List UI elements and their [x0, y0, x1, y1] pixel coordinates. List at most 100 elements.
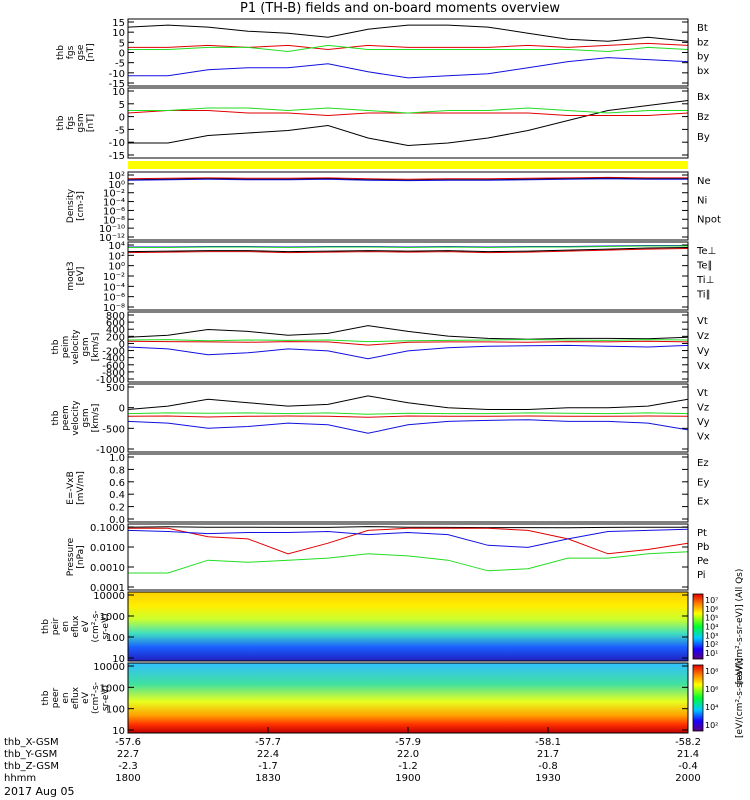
y-tick-label: 10⁻⁸ [103, 303, 125, 314]
y-tick-label: 10⁰ [108, 180, 125, 191]
y-tick-label: 10⁻⁸ [103, 215, 125, 226]
hhmm-label: 1800 [115, 773, 140, 784]
x-gsm-label: -57.9 [395, 737, 421, 748]
y-tick-label: 10000 [93, 591, 125, 602]
colorbar-scale [692, 664, 704, 732]
y-axis-label: peim [61, 336, 71, 359]
series-line-Ne [127, 176, 688, 180]
y-gsm-label: 22.0 [397, 749, 419, 760]
legend-Te∥: Te∥ [696, 261, 713, 272]
legend-Bt: Bt [697, 23, 708, 34]
y-axis-label: [cm-3] [76, 191, 86, 221]
y-axis-label: peer [51, 687, 61, 708]
legend-by: by [697, 52, 709, 63]
y-axis-label: velocity [71, 329, 81, 365]
legend-Pe: Pe [697, 556, 709, 567]
hhmm-label: 1830 [255, 773, 280, 784]
hhmm-label: 2000 [675, 773, 700, 784]
y-axis-label: [km/s] [91, 333, 101, 362]
y-tick-label: 400 [106, 325, 125, 336]
y-tick-label: 10⁻⁶ [103, 206, 125, 217]
y-axis-label: eflux [71, 686, 81, 709]
y-axis-label: thb [56, 115, 66, 130]
y-tick-label: 10⁻⁴ [103, 198, 125, 209]
y-axis-label: E=-VxB [66, 471, 76, 505]
colorbar: 10⁸ 10⁶ 10⁴ 10² [eV/(cm²-s-sr-eV)] [692, 658, 745, 738]
series-line-Vy [127, 412, 689, 415]
legend-Vt: Vt [697, 388, 708, 399]
legend-Vy: Vy [697, 346, 710, 357]
y-axis-label: sr-eV) [101, 613, 111, 639]
y-axis-label: [eV] [76, 267, 86, 286]
panel-peer-spectrogram: 10⁸ 10⁶ 10⁴ 10² [eV/(cm²-s-sr-eV)] 10000 1000 1… [41, 658, 745, 738]
panel-efield: 1.00.8 0.60.4 0.20.0 E=-VxB [mV/m] Ez Ey Ex [66, 453, 709, 526]
y-tick-label: 5 [119, 100, 125, 111]
y-tick-label: 0.0010 [90, 563, 125, 574]
colorbar-tick-label: 10² [705, 721, 718, 730]
series-line-Vy [127, 339, 689, 343]
y-tick-label: 0.2 [109, 503, 125, 514]
y-tick-label: 0.4 [109, 490, 125, 501]
x-gsm-label: -57.6 [115, 737, 141, 748]
y-axis-label: moqt3 [66, 261, 76, 290]
y-tick-label: 10000 [93, 662, 125, 673]
y-tick-label: 0.0 [109, 515, 125, 526]
flag-bar [128, 161, 688, 169]
y-tick-label: 0.6 [109, 478, 125, 489]
legend-Npot: Npot [697, 215, 721, 226]
colorbar-tick-label: 10⁶ [705, 685, 718, 694]
y-tick-label: -1000 [96, 445, 125, 456]
z-gsm-label: -0.8 [538, 761, 558, 772]
panel-frame [127, 311, 689, 383]
series-line-Vt [127, 325, 689, 340]
y-tick-label: 10⁻² [103, 272, 125, 283]
legend-Ti∥: Ti∥ [696, 290, 711, 301]
series-line-Pt [127, 526, 688, 529]
panel-frame [127, 171, 689, 241]
x-gsm-label: -57.7 [255, 737, 281, 748]
y-tick-label: 0 [119, 113, 125, 124]
legend-Vt: Vt [697, 316, 708, 327]
y-axis-label: gsm [76, 113, 86, 132]
y-tick-label: 0.0001 [90, 583, 125, 594]
series-line-Npot [127, 178, 688, 182]
legend-By: By [697, 132, 710, 143]
colorbar-tick-label: 10⁸ [705, 667, 718, 676]
figure-title: P1 (TH-B) fields and on-board moments ov… [240, 1, 560, 16]
y-tick-label: 1000 [100, 683, 125, 694]
x-row-label: hhmm [4, 773, 36, 784]
y-tick-label: 0.0100 [90, 543, 125, 554]
y-axis-label: en [61, 621, 71, 632]
y-axis-label: Density [66, 188, 76, 223]
series-line-Vt [127, 395, 689, 410]
series-line-Vz [127, 415, 689, 418]
y-tick-label: -1000 [96, 375, 125, 386]
spectrogram-image [128, 663, 688, 733]
legend-Pi: Pi [697, 570, 706, 581]
series-line-Bt [127, 24, 689, 42]
panel-frame [127, 18, 689, 87]
colorbar-tick-label: 10⁵ [705, 614, 718, 623]
hhmm-label: 1930 [535, 773, 560, 784]
y-tick-label: 10² [108, 171, 125, 182]
legend-Bz: Bz [697, 112, 709, 123]
panel-frame [127, 591, 689, 662]
panel-frame [127, 453, 689, 523]
series-line-Ti∥ [128, 245, 688, 249]
legend-Bx: Bx [697, 92, 710, 103]
y-tick-label: 0 [119, 339, 125, 350]
y-tick-label: 0.8 [109, 465, 125, 476]
y-tick-label: 10 [112, 28, 125, 39]
y-axis-label: peir [51, 617, 61, 635]
y-tick-label: -10 [109, 138, 125, 149]
y-axis-label: eV [81, 691, 91, 704]
y-tick-label: -800 [102, 368, 125, 379]
panel-frame [127, 87, 689, 159]
series-line-by [128, 44, 689, 53]
series-line-Te∥ [127, 247, 689, 253]
colorbar-label: [eV/(cm²-s-sr-eV)] [735, 658, 745, 738]
y-axis-label: gse [76, 44, 86, 60]
legend-Ex: Ex [697, 497, 709, 508]
